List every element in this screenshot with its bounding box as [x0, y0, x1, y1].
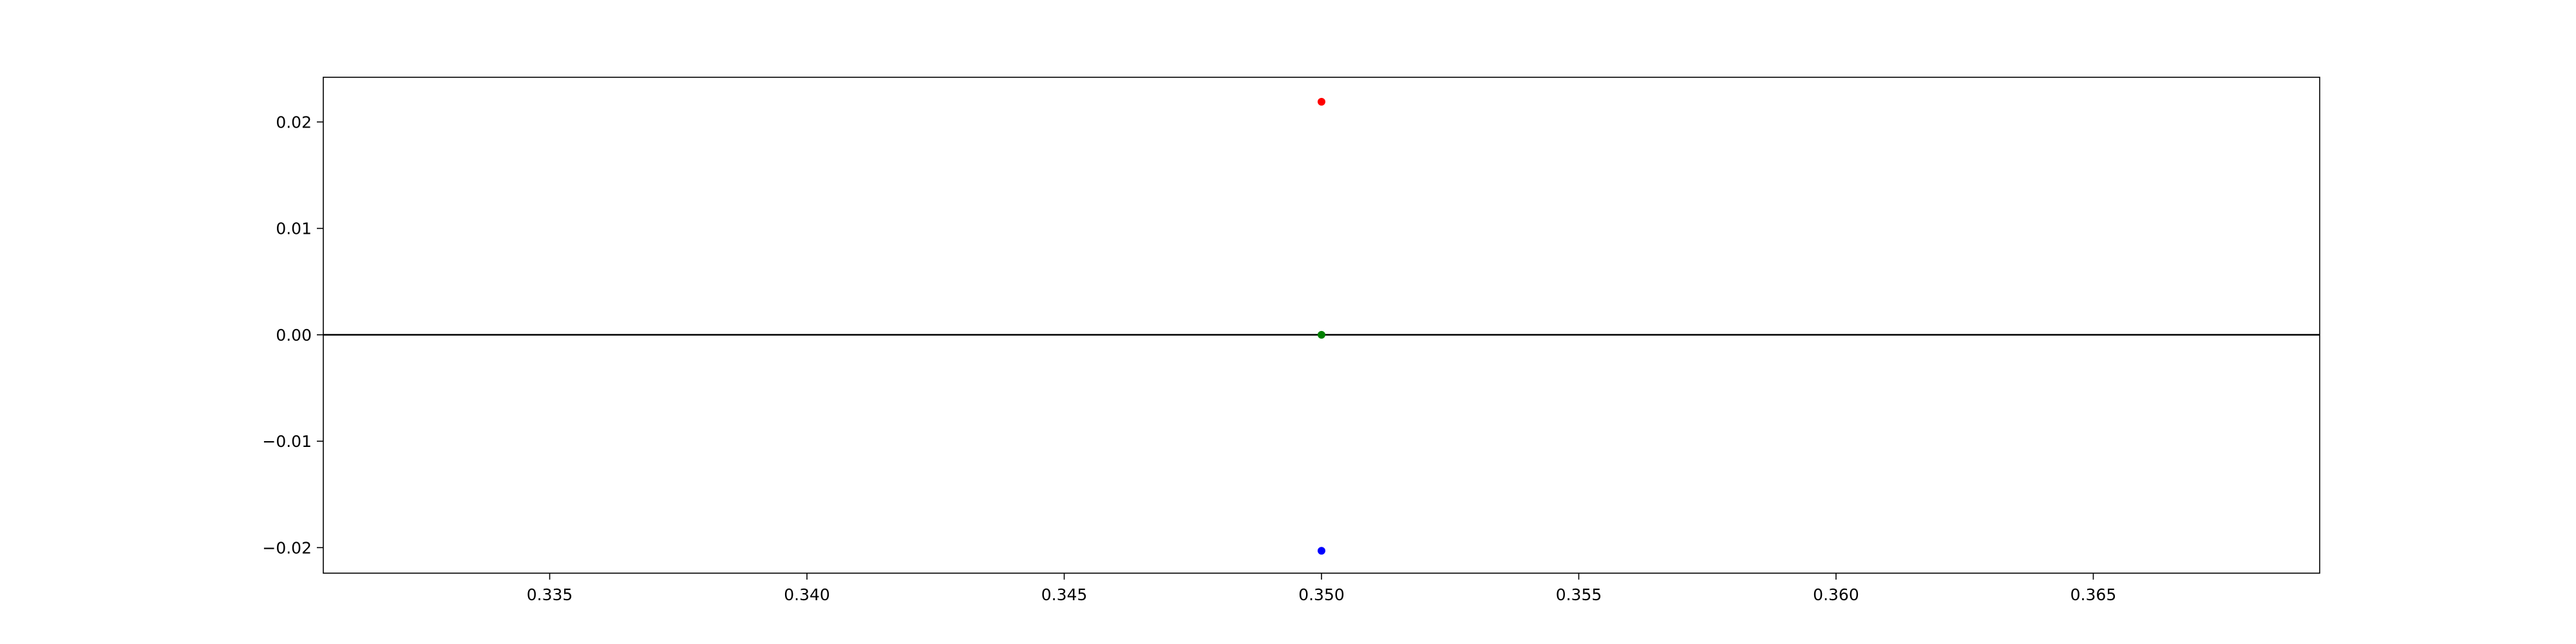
- x-tick-label: 0.340: [784, 585, 830, 604]
- plot-frame: [323, 77, 2320, 574]
- data-point: [1318, 98, 1325, 106]
- y-axis: 0.02 0.01 0.00 −0.01 −0.02: [262, 113, 323, 557]
- y-tick-label: 0.00: [276, 326, 312, 345]
- x-tick-label: 0.360: [1813, 585, 1859, 604]
- plot-area: [323, 98, 2320, 555]
- x-tick-label: 0.350: [1298, 585, 1345, 604]
- data-point: [1318, 330, 1325, 339]
- x-axis: 0.335 0.340 0.345 0.350 0.355 0.360 0.365: [527, 573, 2116, 604]
- y-tick-label: 0.01: [276, 220, 312, 238]
- data-point: [1318, 547, 1325, 555]
- x-tick-label: 0.365: [2070, 585, 2117, 604]
- x-tick-label: 0.335: [527, 585, 573, 604]
- x-tick-label: 0.355: [1556, 585, 1602, 604]
- y-tick-label: −0.01: [262, 432, 312, 451]
- x-tick-label: 0.345: [1041, 585, 1088, 604]
- y-tick-label: −0.02: [262, 538, 312, 557]
- y-tick-label: 0.02: [276, 113, 312, 131]
